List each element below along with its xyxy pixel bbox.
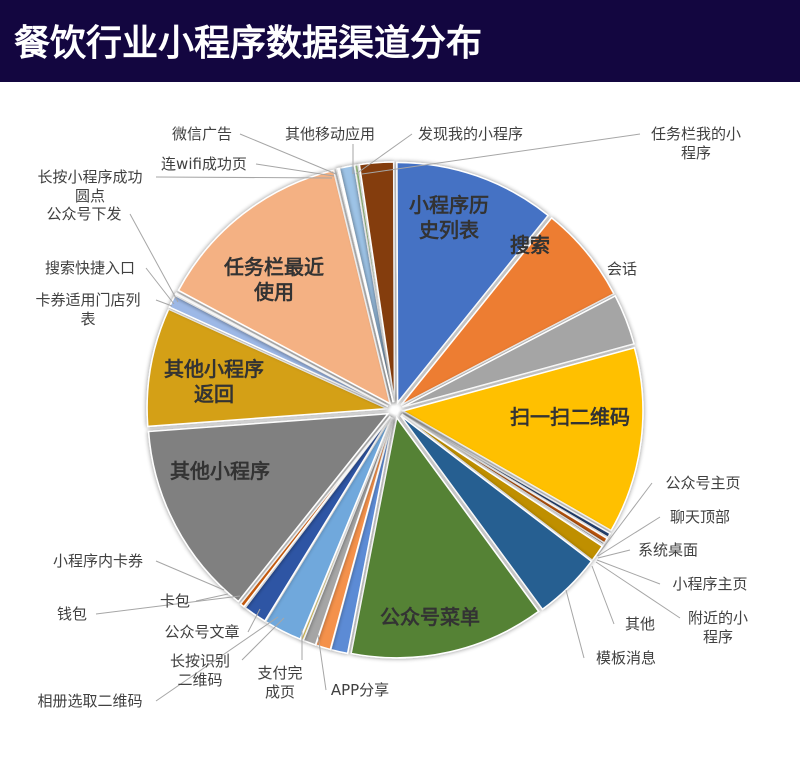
slice-label-outside: APP分享 [331,681,389,699]
slice-label-outside: 附近的小程序 [688,609,748,646]
leader-line [597,549,631,559]
pie-slice [174,291,389,407]
slice-label-inside: 其他小程序返回 [164,357,264,406]
pie-slice [350,415,540,659]
slice-label-outside: 模板消息 [596,649,656,667]
slice-label-outside: 任务栏我的小程序 [651,125,741,162]
slice-label-inside: 公众号菜单 [380,605,480,629]
pie-slice [400,346,644,532]
slice-label-inside: 搜索 [510,233,550,257]
leader-lines [95,133,681,702]
slice-label-outside: 长按识别二维码 [170,652,230,689]
slice-label-outside: 公众号主页 [665,474,740,492]
slice-label-outside: 连wifi成功页 [161,155,247,173]
leader-line [155,176,333,179]
slice-label-outside: 相册选取二维码 [37,692,142,710]
slice-label-outside: 钱包 [57,605,87,623]
leader-line [255,163,335,177]
slice-label-outside: 其他 [625,615,655,633]
slice-label-outside: 公众号文章 [164,623,239,641]
slice-label-outside: 小程序主页 [672,575,747,593]
slice-label-outside: 发现我的小程序 [418,125,523,143]
slice-label-outside: 卡券适用门店列表 [35,291,140,328]
leader-line [145,267,175,305]
pie-slice [401,413,604,562]
leader-line [155,560,225,591]
leader-line [596,559,661,585]
pie-slice [177,169,392,406]
leader-line [597,516,661,557]
leader-line [195,593,229,602]
slice-label-outside: 小程序内卡券 [53,552,143,570]
slice-label-inside: 小程序历史列表 [409,193,489,242]
leader-line [595,561,681,619]
pie-slice [402,294,635,408]
slice-label-inside: 其他小程序 [170,459,270,483]
leader-line [95,595,241,615]
pie-chart: 小程序历史列表 搜索扫一扫二维码公众号菜单 其他小程序 其他小程序返回 任务栏最近使用 微… [0,82,800,775]
page-title: 餐饮行业小程序数据渠道分布 [14,23,483,64]
slice-label-outside: 长按小程序成功圆点 [37,168,142,205]
leader-line [596,482,653,557]
leader-line [565,589,585,659]
pie-slice [337,167,394,403]
leader-line [239,133,337,175]
pie-slice [400,216,615,406]
slice-label-inside: 任务栏最近使用 [223,255,324,304]
leader-line [247,608,261,633]
leader-line [361,133,641,175]
pie-slice [146,308,388,428]
leader-line [155,616,279,702]
slice-label-outside: 会话 [607,260,637,278]
slice-label-inside: 扫一扫二维码 [510,405,630,429]
slice-label-outside: 其他移动应用 [285,125,375,143]
slice-label-outside: 系统桌面 [638,541,698,559]
pie-slices [146,161,644,659]
leader-line [129,213,179,303]
slice-label-outside: 聊天顶部 [670,508,730,526]
slice-label-outside: 支付完成页 [257,664,302,701]
pie-slice [399,415,593,611]
pie-slice [147,412,390,603]
pie-slice [396,161,550,405]
pie-slice [239,415,391,608]
title-banner: 餐饮行业小程序数据渠道分布 [0,0,800,82]
leader-line [591,565,615,625]
leader-line [155,299,173,307]
slice-label-outside: 公众号下发 [46,205,121,223]
leader-line [317,634,327,691]
pie-slice [358,161,396,403]
leader-line [241,617,285,661]
slice-label-outside: 微信广告 [172,125,232,143]
leader-line [355,133,413,175]
pie-slice [264,416,393,641]
slice-label-outside: 卡包 [160,592,190,610]
slice-label-outside: 搜索快捷入口 [45,259,135,277]
